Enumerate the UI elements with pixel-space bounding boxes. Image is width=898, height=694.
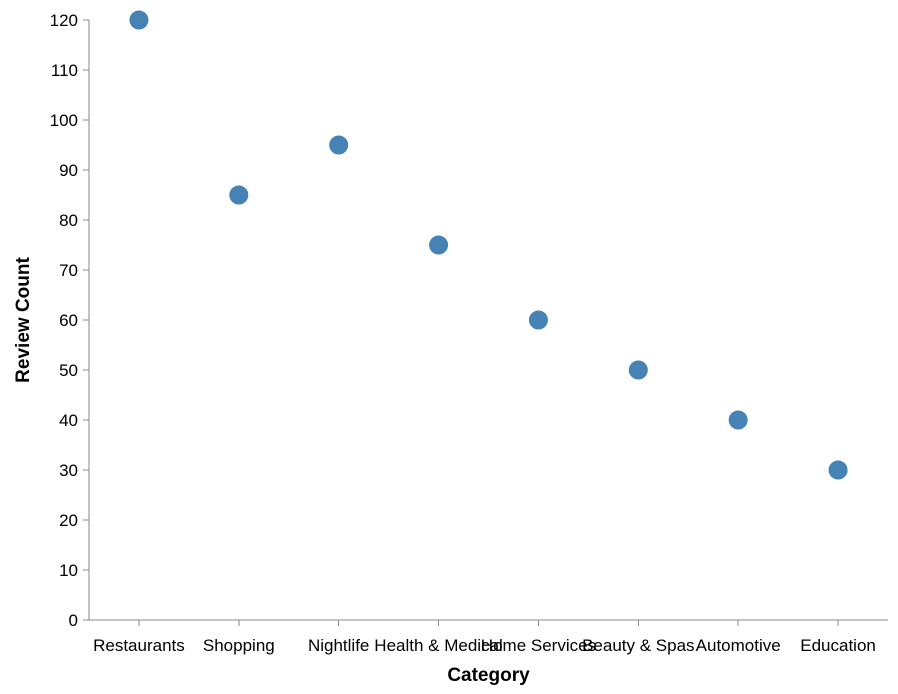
x-tick-label: Automotive [696,636,781,655]
data-point [329,135,349,155]
x-tick-label: Shopping [203,636,275,655]
x-tick-label: Beauty & Spas [582,636,694,655]
y-tick-label: 90 [59,161,78,180]
y-tick-label: 110 [51,61,78,80]
x-tick-label: Education [800,636,876,655]
y-tick-label: 100 [50,111,78,130]
y-tick-label: 80 [59,211,78,230]
y-tick-label: 60 [59,311,78,330]
y-tick-label: 30 [59,461,78,480]
y-tick-label: 20 [59,511,78,530]
data-point [628,360,648,380]
data-point [828,460,848,480]
data-point [728,410,748,430]
y-tick-label: 40 [59,411,78,430]
x-tick-label: Restaurants [93,636,185,655]
y-axis: 0 10 20 30 40 50 60 70 80 90 100 110 120 [50,11,90,630]
x-tick-label: Nightlife [308,636,369,655]
y-tick-label: 50 [59,361,78,380]
x-axis: Restaurants Shopping Nightlife Health & Med… [89,619,888,655]
data-point [429,235,449,255]
x-tick-label: Home Services [481,636,596,655]
x-axis-title: Category [447,665,530,686]
data-points [129,10,848,480]
y-tick-label: 70 [59,261,78,280]
x-tick-label: Health & Medical [374,636,503,655]
y-axis-title: Review Count [13,257,34,383]
data-point [229,185,249,205]
y-tick-label: 120 [50,11,78,30]
y-tick-label: 10 [59,561,78,580]
data-point [528,310,548,330]
y-tick-label: 0 [69,611,78,630]
data-point [129,10,149,30]
